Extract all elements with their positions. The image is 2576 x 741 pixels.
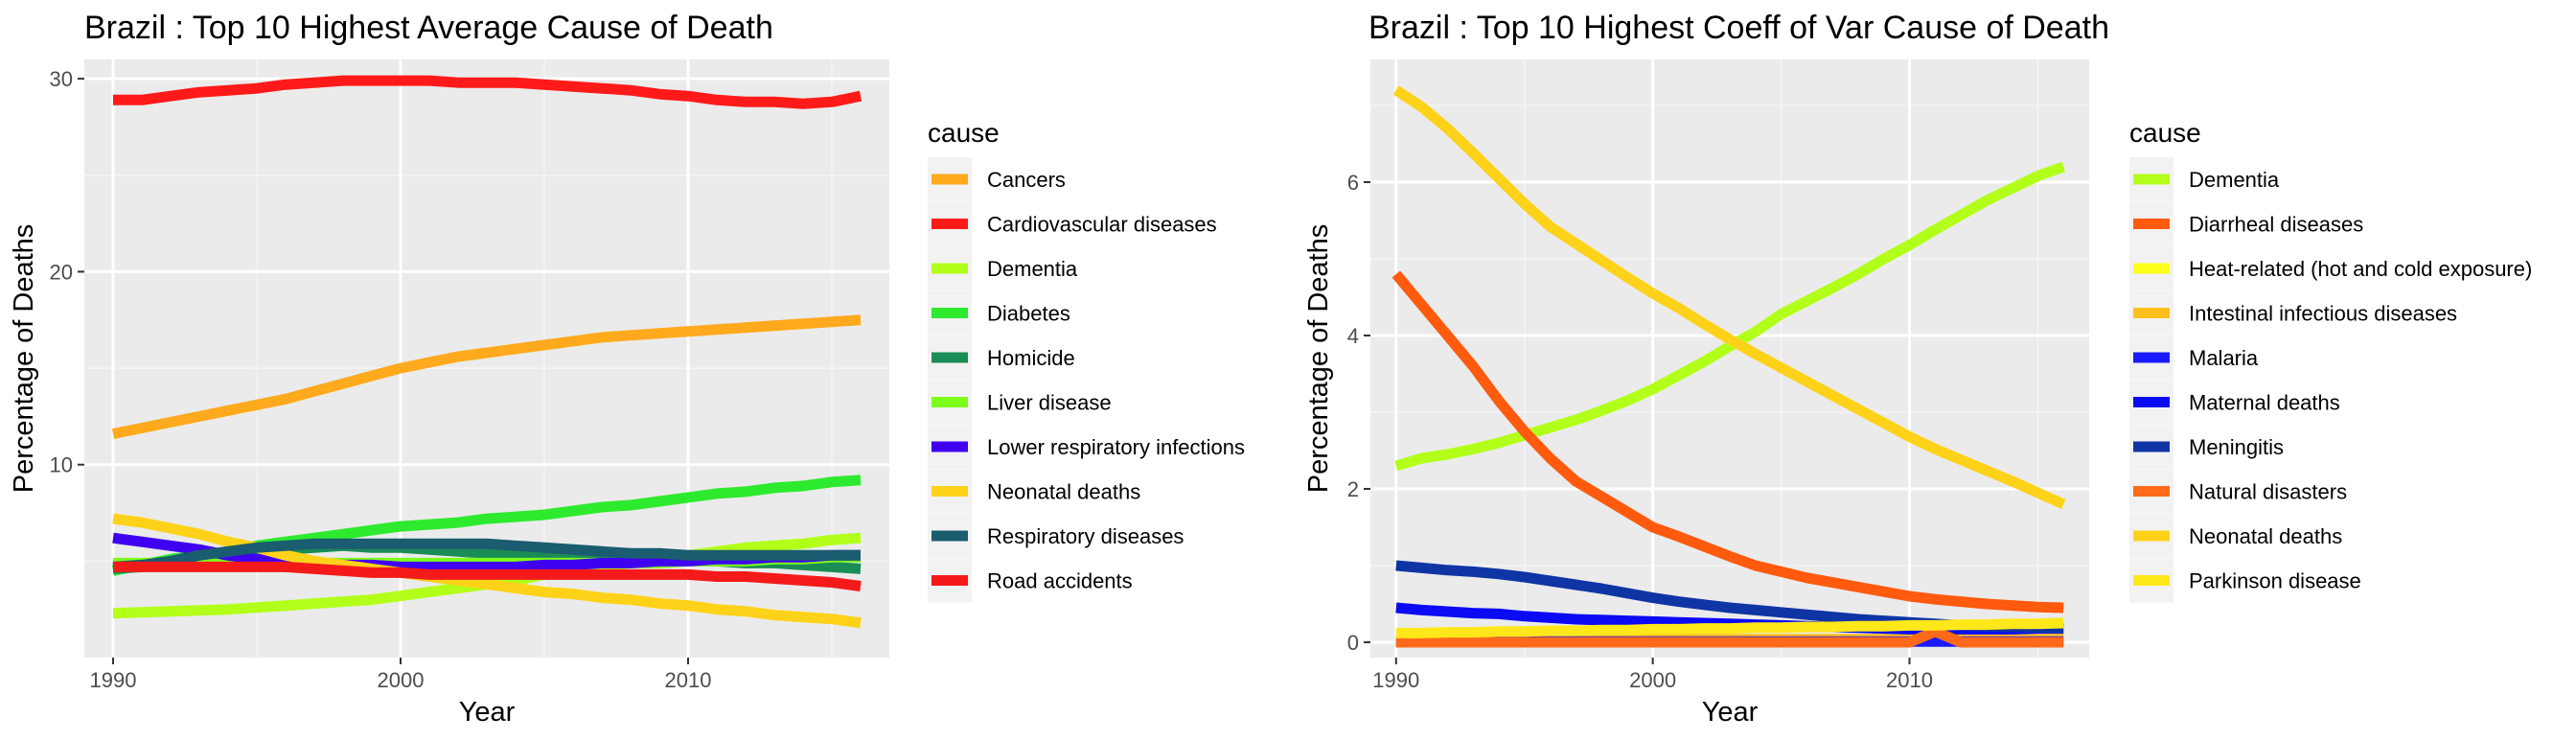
series-line-neonatal-deaths	[112, 513, 862, 629]
legend-item: Cancers	[928, 157, 1066, 201]
y-axis-title: Percentage of Deaths	[1303, 224, 1334, 494]
y-axis-title: Percentage of Deaths	[9, 224, 39, 494]
chart-1: Brazil : Top 10 Highest Average Cause of…	[9, 10, 1245, 728]
legend-item: Liver disease	[928, 380, 1112, 425]
legend-label: Dementia	[2189, 168, 2280, 192]
x-tick-label: 2000	[1629, 668, 1676, 692]
legend-label: Homicide	[987, 346, 1075, 370]
series-line-respiratory-diseases	[112, 538, 861, 572]
y-tick-label: 30	[50, 67, 73, 91]
chart-2: Brazil : Top 10 Highest Coeff of Var Cau…	[1303, 10, 2532, 728]
legend-item: Neonatal deaths	[928, 469, 1140, 514]
legend-label: Cancers	[987, 168, 1066, 192]
legend-label: Liver disease	[987, 391, 1112, 415]
legend-label: Natural disasters	[2189, 480, 2347, 504]
y-tick-label: 4	[1347, 324, 1359, 348]
x-axis-title: Year	[459, 697, 516, 728]
legend-item: Dementia	[928, 246, 1078, 290]
x-tick-label: 2000	[378, 668, 425, 692]
legend-item: Cardiovascular diseases	[928, 201, 1217, 246]
legend-item: Homicide	[928, 336, 1075, 380]
series-line-natural-disasters	[1395, 626, 2064, 648]
legend-label: Meningitis	[2189, 435, 2284, 459]
legend-label: Dementia	[987, 257, 1078, 281]
legend-item: Diarrheal diseases	[2129, 201, 2363, 246]
legend-label: Parkinson disease	[2189, 569, 2361, 593]
series-line-parkinson-disease	[1395, 617, 2064, 638]
legend-item: Malaria	[2129, 336, 2259, 380]
series-line-cardiovascular-diseases	[113, 75, 862, 109]
chart-title: Brazil : Top 10 Highest Coeff of Var Cau…	[1368, 10, 2109, 46]
legend-item: Road accidents	[928, 558, 1133, 603]
legend-item: Natural disasters	[2129, 469, 2347, 514]
legend-label: Lower respiratory infections	[987, 435, 1245, 459]
legend: cause Cancers Cardiovascular diseases Demen…	[928, 118, 1245, 603]
legend-item: Respiratory diseases	[928, 514, 1184, 558]
legend-label: Respiratory diseases	[987, 524, 1184, 548]
legend-item: Neonatal deaths	[2129, 514, 2342, 558]
series-line-dementia	[1394, 161, 2066, 472]
legend-item: Lower respiratory infections	[928, 425, 1245, 469]
y-tick-label: 20	[50, 260, 73, 284]
y-tick-label: 6	[1347, 171, 1359, 195]
chart-title: Brazil : Top 10 Highest Average Cause of…	[84, 10, 773, 46]
legend-label: Diarrheal diseases	[2189, 213, 2363, 237]
y-tick-label: 2	[1347, 477, 1359, 501]
legend-label: Diabetes	[987, 302, 1070, 326]
x-tick-label: 2010	[1886, 668, 1933, 692]
series-line-cancers	[111, 314, 862, 439]
legend-label: Malaria	[2189, 346, 2259, 370]
x-tick-label: 1990	[1372, 668, 1419, 692]
legend-item: Intestinal infectious diseases	[2129, 290, 2457, 336]
series-line-neonatal-deaths	[1392, 85, 2066, 510]
y-tick-label: 10	[50, 453, 73, 477]
series-line-diarrheal-diseases	[1392, 270, 2064, 614]
legend-title: cause	[2129, 118, 2201, 148]
legend-item: Maternal deaths	[2129, 380, 2340, 425]
legend-label: Heat-related (hot and cold exposure)	[2189, 257, 2532, 281]
legend-item: Dementia	[2129, 157, 2280, 201]
legend-item: Diabetes	[928, 290, 1070, 336]
x-axis-title: Year	[1702, 697, 1759, 728]
legend-item: Parkinson disease	[2129, 558, 2361, 603]
series-lines	[111, 75, 862, 629]
x-tick-label: 1990	[90, 668, 137, 692]
legend-label: Neonatal deaths	[987, 480, 1140, 504]
legend-item: Heat-related (hot and cold exposure)	[2129, 246, 2532, 290]
legend-label: Road accidents	[987, 569, 1133, 593]
y-tick-label: 0	[1347, 631, 1359, 655]
legend-label: Intestinal infectious diseases	[2189, 302, 2457, 326]
x-tick-label: 2010	[665, 668, 712, 692]
legend-label: Neonatal deaths	[2189, 524, 2342, 548]
legend-title: cause	[928, 118, 1000, 148]
legend-label: Cardiovascular diseases	[987, 213, 1217, 237]
series-lines	[1392, 85, 2066, 648]
legend-item: Meningitis	[2129, 425, 2284, 469]
legend-label: Maternal deaths	[2189, 391, 2340, 415]
legend: cause Dementia Diarrheal diseases Heat-rela…	[2129, 118, 2532, 603]
series-line-road-accidents	[113, 561, 862, 591]
